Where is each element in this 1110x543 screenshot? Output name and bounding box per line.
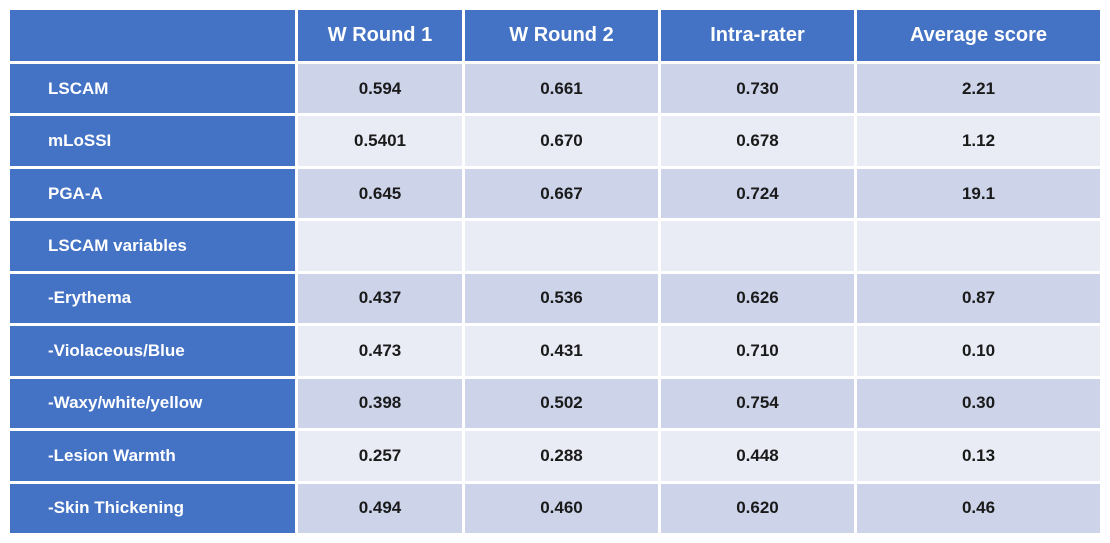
value-cell: 0.46 [854,480,1103,536]
column-header-w-round-1: W Round 1 [295,7,465,64]
value-cell: 0.730 [658,60,857,117]
value-cell: 0.502 [462,375,661,432]
reliability-score-table: W Round 1 W Round 2 Intra-rater Average … [7,7,1103,536]
value-cell: 0.645 [295,165,465,222]
value-cell: 0.667 [462,165,661,222]
corner-header-cell [7,7,298,64]
table-row-violaceous-blue: -Violaceous/Blue 0.473 0.431 0.710 0.10 [7,323,1103,379]
table-row-lscam-variables: LSCAM variables [7,218,1103,274]
column-header-intra-rater: Intra-rater [658,7,857,64]
table-row-waxy-white-yellow: -Waxy/white/yellow 0.398 0.502 0.754 0.3… [7,375,1103,432]
value-cell: 0.594 [295,60,465,117]
row-label-cell: LSCAM variables [7,218,298,274]
row-label-cell: LSCAM [7,60,298,117]
value-cell [295,218,465,274]
value-cell: 0.431 [462,323,661,379]
value-cell: 0.5401 [295,113,465,169]
table-row-mlossi: mLoSSI 0.5401 0.670 0.678 1.12 [7,113,1103,169]
value-cell [658,218,857,274]
value-cell: 0.473 [295,323,465,379]
value-cell: 0.620 [658,480,857,536]
value-cell: 0.754 [658,375,857,432]
value-cell: 0.536 [462,270,661,327]
row-label-cell: -Lesion Warmth [7,428,298,484]
value-cell: 0.10 [854,323,1103,379]
value-cell: 0.437 [295,270,465,327]
value-cell: 0.724 [658,165,857,222]
column-header-average-score: Average score [854,7,1103,64]
value-cell: 0.448 [658,428,857,484]
value-cell: 0.494 [295,480,465,536]
table-row-lesion-warmth: -Lesion Warmth 0.257 0.288 0.448 0.13 [7,428,1103,484]
row-label-cell: PGA-A [7,165,298,222]
value-cell: 0.661 [462,60,661,117]
value-cell: 2.21 [854,60,1103,117]
row-label-cell: -Violaceous/Blue [7,323,298,379]
row-label-cell: mLoSSI [7,113,298,169]
table-row-pga-a: PGA-A 0.645 0.667 0.724 19.1 [7,165,1103,222]
value-cell [462,218,661,274]
value-cell [854,218,1103,274]
header-row: W Round 1 W Round 2 Intra-rater Average … [7,7,1103,64]
value-cell: 0.626 [658,270,857,327]
value-cell: 0.30 [854,375,1103,432]
table-row-lscam: LSCAM 0.594 0.661 0.730 2.21 [7,60,1103,117]
row-label-cell: -Erythema [7,270,298,327]
value-cell: 0.288 [462,428,661,484]
row-label-cell: -Waxy/white/yellow [7,375,298,432]
table-row-erythema: -Erythema 0.437 0.536 0.626 0.87 [7,270,1103,327]
value-cell: 0.257 [295,428,465,484]
value-cell: 0.678 [658,113,857,169]
value-cell: 0.13 [854,428,1103,484]
value-cell: 0.710 [658,323,857,379]
value-cell: 0.87 [854,270,1103,327]
column-header-w-round-2: W Round 2 [462,7,661,64]
value-cell: 0.398 [295,375,465,432]
value-cell: 0.670 [462,113,661,169]
row-label-cell: -Skin Thickening [7,480,298,536]
table-row-skin-thickening: -Skin Thickening 0.494 0.460 0.620 0.46 [7,480,1103,536]
value-cell: 1.12 [854,113,1103,169]
value-cell: 19.1 [854,165,1103,222]
value-cell: 0.460 [462,480,661,536]
